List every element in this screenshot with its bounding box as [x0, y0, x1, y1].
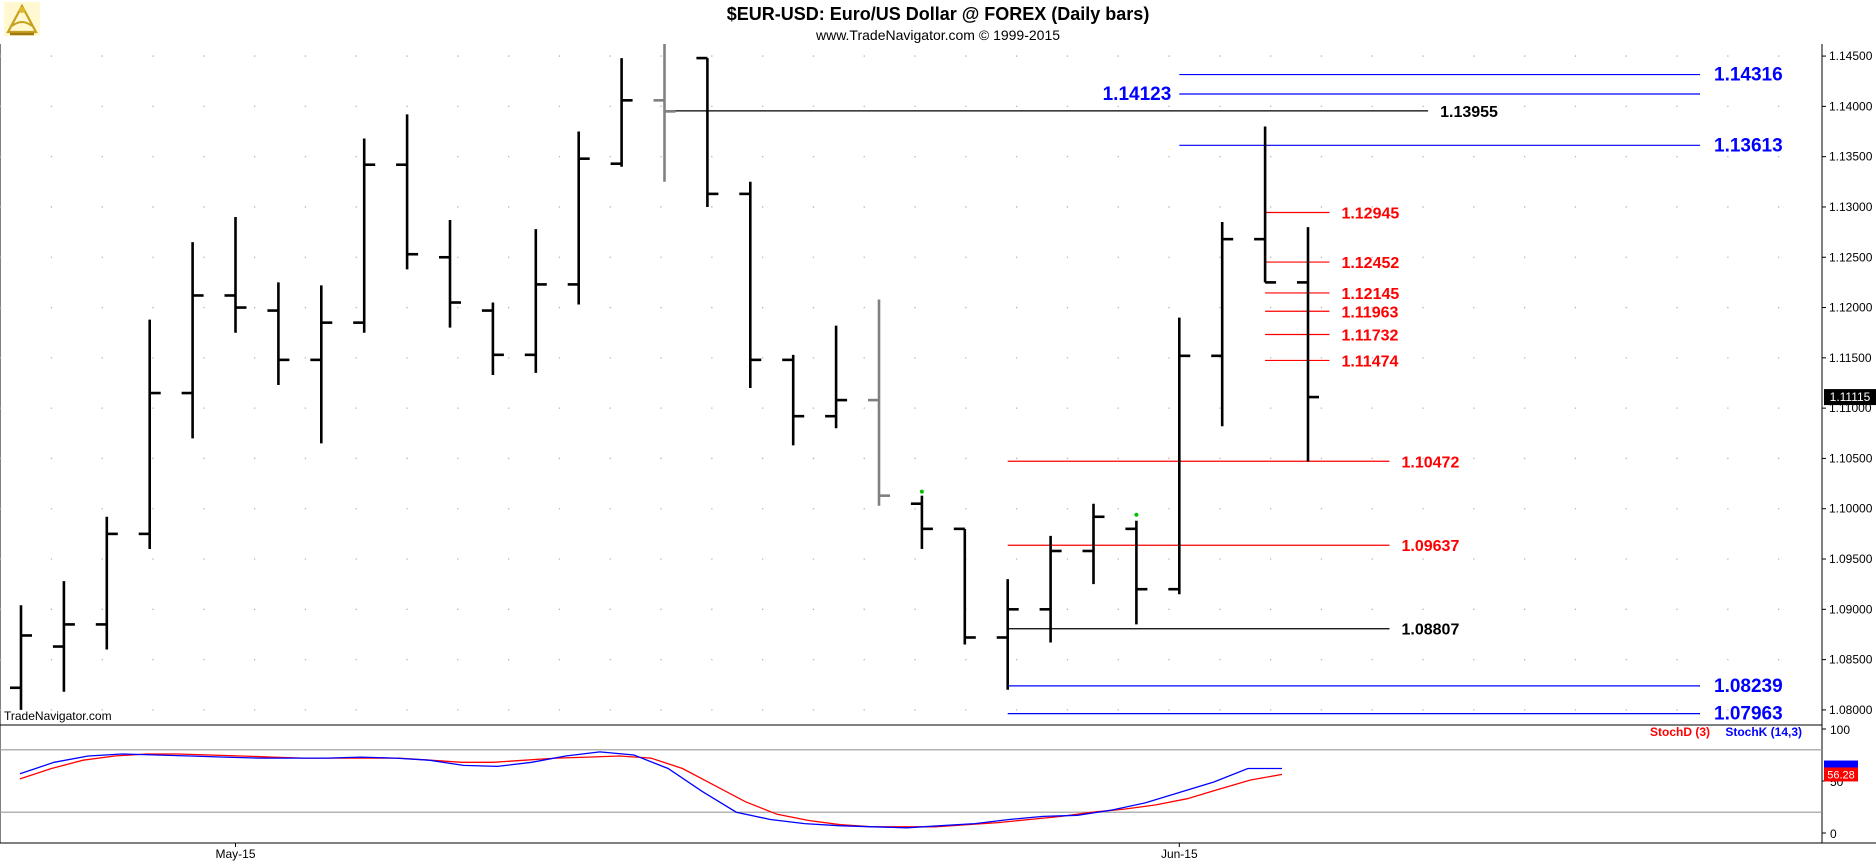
- ohlc-bar: [95, 516, 118, 650]
- ohlc-bar: [782, 354, 805, 446]
- ohlc-bar: [868, 299, 890, 506]
- level-label: 1.10472: [1402, 454, 1460, 471]
- ohlc-bar: [610, 58, 633, 167]
- sextant-logo-icon: [4, 2, 40, 36]
- ohlc-bar: [439, 220, 461, 328]
- level-label: 1.08807: [1402, 622, 1460, 639]
- level-label: 1.12145: [1341, 286, 1399, 303]
- y-tick-label: 1.08000: [1829, 703, 1873, 717]
- ohlc-bar: [696, 56, 719, 207]
- stoch-d-last-label: 56.28: [1827, 769, 1855, 781]
- chart-subtitle: www.TradeNavigator.com © 1999-2015: [815, 27, 1060, 43]
- watermark-text: TradeNavigator.com: [4, 709, 112, 723]
- stoch-legend-d: StochD (3): [1650, 725, 1710, 739]
- ohlc-bar: [224, 217, 247, 333]
- y-tick-label: 1.08500: [1829, 653, 1873, 667]
- level-label: 1.14316: [1714, 65, 1783, 86]
- level-label: 1.08239: [1714, 676, 1783, 697]
- signal-marker: [919, 489, 924, 494]
- y-tick-label: 1.10500: [1829, 451, 1873, 465]
- y-tick-label: 1.14500: [1829, 49, 1873, 63]
- level-label: 1.14123: [1103, 84, 1172, 105]
- y-tick-label: 1.09000: [1829, 602, 1873, 616]
- stoch-y-tick-label: 0: [1830, 827, 1837, 841]
- level-label: 1.11474: [1341, 353, 1398, 370]
- ohlc-bar: [653, 44, 676, 182]
- level-label: 1.07963: [1714, 704, 1783, 725]
- level-label: 1.12945: [1341, 205, 1399, 222]
- level-label: 1.09637: [1402, 538, 1460, 555]
- y-tick-label: 1.10000: [1829, 502, 1873, 516]
- ohlc-bar: [996, 579, 1019, 690]
- ohlc-bar: [1082, 503, 1105, 585]
- ohlc-bar: [267, 282, 290, 386]
- price-y-axis: 1.14500 1.14000 1.13500 1.13000 1.12500 1.120…: [1822, 49, 1876, 717]
- date-x-axis: May-15 Jun-15: [215, 843, 1198, 861]
- stoch-d-last-tag: [1824, 767, 1858, 782]
- level-label: 1.13955: [1440, 104, 1498, 121]
- ohlc-bar: [1125, 520, 1148, 625]
- last-price-label: 1.11115: [1830, 390, 1871, 404]
- stoch-legend-k: StochK (14,3): [1725, 725, 1802, 739]
- ohlc-bar: [1297, 227, 1319, 462]
- level-label: 1.12452: [1341, 255, 1399, 272]
- stoch-y-tick-label: 100: [1830, 723, 1850, 737]
- ohlc-bar: [953, 527, 976, 645]
- level-label: 1.11963: [1341, 304, 1398, 321]
- ohlc-bar: [1211, 222, 1234, 427]
- ohlc-bar: [310, 285, 333, 444]
- y-tick-label: 1.13000: [1829, 200, 1873, 214]
- ohlc-bar: [396, 114, 419, 270]
- y-tick-label: 1.14000: [1829, 99, 1873, 113]
- last-price-tag: [1824, 389, 1876, 406]
- y-tick-label: 1.12000: [1829, 301, 1873, 315]
- ohlc-bar: [181, 242, 204, 439]
- level-label: 1.11732: [1341, 328, 1398, 345]
- ohlc-bars: [10, 44, 1319, 710]
- ohlc-bar: [524, 229, 547, 373]
- y-tick-label: 1.12500: [1829, 250, 1873, 264]
- x-tick-label: Jun-15: [1161, 847, 1198, 861]
- y-tick-label: 1.09500: [1829, 552, 1873, 566]
- signal-marker: [1134, 512, 1139, 517]
- ohlc-bar: [1254, 126, 1277, 284]
- x-tick-label: May-15: [215, 847, 255, 861]
- ohlc-bar: [1168, 317, 1191, 595]
- ohlc-bar: [138, 319, 161, 549]
- ohlc-bar: [481, 302, 504, 375]
- y-tick-label: 1.13500: [1829, 150, 1873, 164]
- level-label: 1.13613: [1714, 135, 1783, 156]
- ohlc-bar: [1039, 535, 1062, 643]
- ohlc-bar: [825, 325, 848, 429]
- ohlc-bar: [52, 581, 75, 692]
- y-tick-label: 1.11500: [1829, 351, 1872, 365]
- ohlc-bar: [353, 138, 376, 333]
- stoch-series-line: [19, 751, 1282, 829]
- ohlc-bar: [739, 181, 762, 389]
- support-resistance-levels: 1.14316 1.14123 1.13955 1.13613 1.12945 1.124…: [664, 65, 1783, 725]
- ohlc-bar: [910, 495, 933, 549]
- chart-title: $EUR-USD: Euro/US Dollar @ FOREX (Daily …: [727, 4, 1150, 24]
- ohlc-bar: [10, 605, 32, 710]
- ohlc-bar: [567, 131, 590, 305]
